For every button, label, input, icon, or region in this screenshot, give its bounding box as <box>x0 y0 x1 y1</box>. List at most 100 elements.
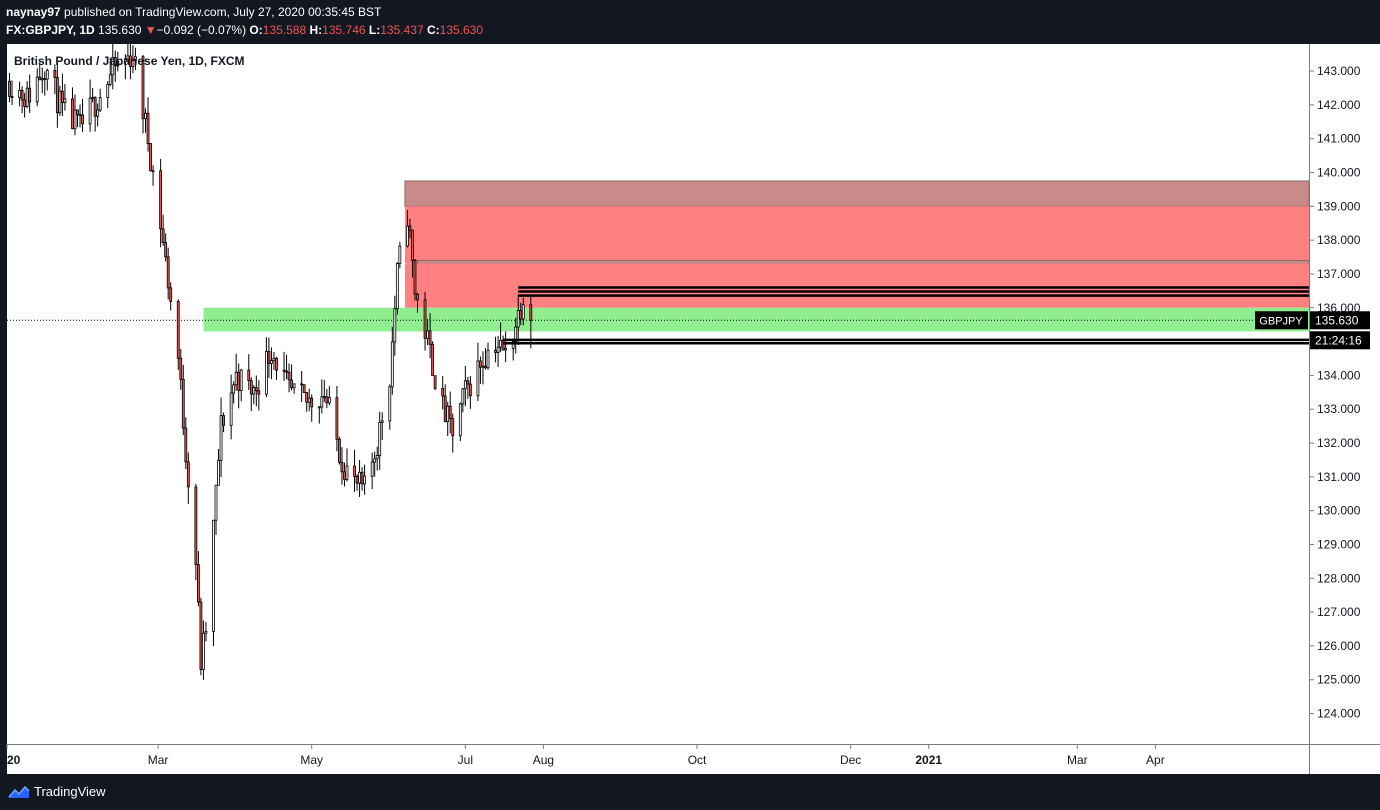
candle[interactable] <box>529 304 533 321</box>
candle[interactable] <box>81 114 84 125</box>
candle[interactable] <box>466 380 470 385</box>
candle[interactable] <box>76 109 79 116</box>
candle[interactable] <box>446 405 450 423</box>
plot-area[interactable] <box>7 44 1309 744</box>
candle[interactable] <box>35 76 39 103</box>
candle[interactable] <box>270 360 273 364</box>
candle[interactable] <box>292 383 296 389</box>
candle[interactable] <box>496 346 500 353</box>
candle[interactable] <box>481 365 485 368</box>
candle[interactable] <box>267 351 271 364</box>
candle[interactable] <box>358 471 361 484</box>
candle[interactable] <box>426 330 429 339</box>
candle[interactable] <box>45 69 49 80</box>
candle[interactable] <box>71 98 74 130</box>
candle[interactable] <box>196 564 200 603</box>
candle[interactable] <box>441 388 445 397</box>
candle[interactable] <box>234 371 238 386</box>
candle[interactable] <box>61 90 64 103</box>
candle[interactable] <box>406 225 409 247</box>
supply-zone-top[interactable] <box>404 180 1310 207</box>
candle[interactable] <box>310 397 314 408</box>
candle[interactable] <box>395 262 399 310</box>
candle[interactable] <box>186 461 190 488</box>
candle[interactable] <box>106 83 110 98</box>
candle[interactable] <box>431 343 435 377</box>
candle[interactable] <box>476 360 480 397</box>
candle[interactable] <box>176 301 180 359</box>
candle[interactable] <box>479 360 482 368</box>
candle[interactable] <box>461 388 465 405</box>
candle[interactable] <box>222 415 225 426</box>
candle[interactable] <box>20 89 24 101</box>
candle[interactable] <box>413 259 417 295</box>
candle[interactable] <box>166 256 170 289</box>
candle[interactable] <box>511 341 515 349</box>
candle[interactable] <box>237 371 241 391</box>
candle[interactable] <box>249 380 253 395</box>
candle[interactable] <box>375 455 379 460</box>
candle[interactable] <box>463 380 467 390</box>
candle[interactable] <box>123 58 127 62</box>
candle[interactable] <box>55 76 59 114</box>
candle[interactable] <box>416 293 419 301</box>
candle[interactable] <box>126 55 130 60</box>
candle[interactable] <box>264 351 268 395</box>
candle[interactable] <box>144 112 147 120</box>
candle[interactable] <box>239 369 243 391</box>
candle[interactable] <box>10 96 14 98</box>
candle[interactable] <box>91 96 95 99</box>
price-chart[interactable]: British Pound / Japanese Yen, 1D, FXCM 14… <box>0 38 1380 774</box>
candle[interactable] <box>448 405 452 419</box>
candle[interactable] <box>428 330 432 345</box>
candle[interactable] <box>451 418 455 437</box>
candle[interactable] <box>93 96 97 117</box>
candle[interactable] <box>285 370 288 373</box>
candle[interactable] <box>159 170 163 230</box>
candle[interactable] <box>345 465 349 480</box>
candle[interactable] <box>305 392 309 403</box>
candle[interactable] <box>18 89 21 98</box>
candle[interactable] <box>317 406 321 409</box>
candle[interactable] <box>325 396 329 404</box>
candle[interactable] <box>353 465 356 477</box>
candle[interactable] <box>131 60 135 67</box>
candle[interactable] <box>300 383 304 386</box>
candle[interactable] <box>53 69 57 78</box>
candle[interactable] <box>458 403 462 437</box>
candle[interactable] <box>486 349 490 369</box>
candle[interactable] <box>484 365 487 369</box>
candle[interactable] <box>98 97 102 111</box>
candle[interactable] <box>252 387 256 395</box>
candle[interactable] <box>290 379 293 389</box>
candle[interactable] <box>494 349 497 353</box>
candle[interactable] <box>327 397 331 404</box>
candle[interactable] <box>199 601 203 670</box>
candle[interactable] <box>514 326 518 342</box>
candle[interactable] <box>38 76 42 81</box>
candle[interactable] <box>8 80 11 97</box>
candle[interactable] <box>499 339 503 348</box>
candle[interactable] <box>373 458 377 463</box>
supply-zone-lower[interactable] <box>404 263 1309 308</box>
demand-zone[interactable] <box>203 307 1310 332</box>
candle[interactable] <box>28 87 32 103</box>
candle[interactable] <box>43 78 47 80</box>
candle[interactable] <box>219 415 223 461</box>
candle[interactable] <box>338 438 341 463</box>
candle[interactable] <box>146 112 150 144</box>
candle[interactable] <box>25 87 29 108</box>
candle[interactable] <box>443 395 447 423</box>
candle[interactable] <box>302 384 306 393</box>
candle[interactable] <box>408 225 412 231</box>
candle[interactable] <box>501 339 505 351</box>
candle[interactable] <box>63 98 67 103</box>
candle[interactable] <box>370 461 374 477</box>
candle[interactable] <box>343 471 346 480</box>
candle[interactable] <box>108 74 112 85</box>
candle[interactable] <box>229 392 233 426</box>
candle[interactable] <box>116 60 120 67</box>
candle[interactable] <box>149 143 152 172</box>
price-scale[interactable] <box>1309 44 1380 744</box>
candle[interactable] <box>78 114 82 117</box>
